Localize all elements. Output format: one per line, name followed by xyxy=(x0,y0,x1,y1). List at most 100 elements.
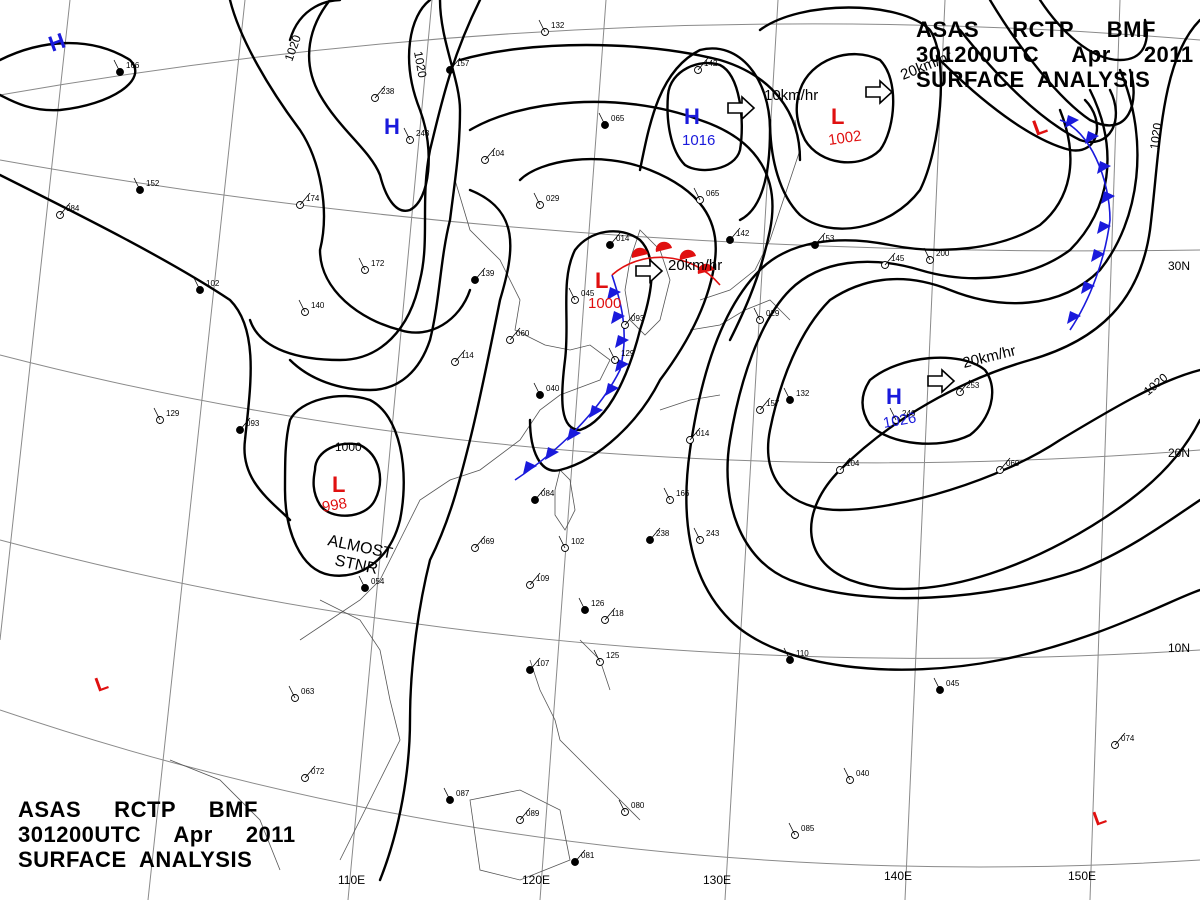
station-pressure: 074 xyxy=(1121,734,1135,743)
wind-barb xyxy=(578,597,586,611)
station-plot: 107 xyxy=(526,657,550,674)
station-pressure: 142 xyxy=(736,229,750,238)
station-plot: 104 xyxy=(481,147,505,164)
station-plot: 142 xyxy=(694,57,718,74)
station-pressure: 085 xyxy=(801,824,815,833)
station-plot: 065 xyxy=(693,187,720,204)
title-line-2: 301200UTC Apr 2011 xyxy=(18,822,296,847)
pressure-centers: H 1016 L 1002 L 1000 L 998 H 1026 H H L … xyxy=(45,28,1109,831)
wind-barb xyxy=(618,799,626,813)
station-pressure: 152 xyxy=(146,179,160,188)
station-pressure: 153 xyxy=(821,234,835,243)
parallel-0 xyxy=(0,709,1200,868)
isobar-h1016-ring xyxy=(666,61,743,172)
station-plot: 080 xyxy=(618,799,645,816)
station-pressure: 102 xyxy=(571,537,585,546)
station-pressure: 084 xyxy=(541,489,555,498)
wind-barb xyxy=(449,57,461,71)
isobar-central-1 xyxy=(288,0,462,392)
isobar-pacific-3 xyxy=(726,88,1200,600)
wind-barb xyxy=(609,232,621,246)
station-plot: 040 xyxy=(843,767,870,784)
title-block-bottom-left: ASAS RCTP BMF 301200UTC Apr 2011 SURFACE… xyxy=(18,797,296,872)
station-plot: 246 xyxy=(889,407,916,424)
title-line-3: SURFACE ANALYSIS xyxy=(916,67,1151,92)
station-plot: 172 xyxy=(358,257,385,274)
station-pressure: 081 xyxy=(581,851,595,860)
movement-arrow-h1016 xyxy=(727,95,756,121)
high-letter: H xyxy=(684,104,700,129)
wind-barb xyxy=(534,487,546,501)
cold-front-triangle xyxy=(589,405,603,418)
wind-barb xyxy=(474,267,486,281)
movement-arrow-frontal xyxy=(635,258,664,284)
cold-front-triangle xyxy=(1091,249,1105,262)
movement-arrows xyxy=(635,79,956,394)
title-line-3: SURFACE ANALYSIS xyxy=(18,847,253,872)
station-plot: 045 xyxy=(933,677,960,694)
station-pressure: 065 xyxy=(611,114,625,123)
station-pressure: 107 xyxy=(536,659,550,668)
isobar-sw-1020 xyxy=(378,188,512,882)
isobar-ne-low-2 xyxy=(958,28,1118,144)
wind-barb xyxy=(1114,732,1126,746)
wind-barb xyxy=(358,257,366,271)
wind-barb xyxy=(729,227,741,241)
cold-front-east xyxy=(1059,119,1111,331)
station-plot: 238 xyxy=(371,85,395,102)
isobar-central-2 xyxy=(248,0,482,362)
movement-label-1: 10km/hr xyxy=(764,87,818,104)
station-plot: 065 xyxy=(598,112,625,129)
station-plot: 129 xyxy=(153,407,180,424)
parallel-40n xyxy=(0,23,1200,96)
low-letter: L xyxy=(332,472,345,497)
station-plot: 093 xyxy=(621,312,645,329)
wind-barb xyxy=(403,127,411,141)
station-pressure: 132 xyxy=(796,389,810,398)
low-letter: L xyxy=(595,268,608,293)
station-plot: 081 xyxy=(571,849,595,866)
isobar-northeast-ring xyxy=(795,52,895,164)
station-plot: 084 xyxy=(531,487,555,504)
station-pressure: 129 xyxy=(621,349,635,358)
station-plot: 243 xyxy=(693,527,720,544)
wind-barb xyxy=(533,382,541,396)
station-plot: 157 xyxy=(446,57,470,74)
low-value: 998 xyxy=(321,495,349,516)
station-plot: 238 xyxy=(646,527,670,544)
station-pressure: 080 xyxy=(631,801,645,810)
station-pressure: 166 xyxy=(676,489,690,498)
station-plot: 102 xyxy=(558,535,585,552)
latitude-label-20n: 20N xyxy=(1168,446,1190,460)
station-plot: 040 xyxy=(533,382,560,399)
station-plot: 157 xyxy=(756,397,780,414)
station-pressure: 045 xyxy=(946,679,960,688)
station-plot: 166 xyxy=(113,59,140,76)
wind-barb xyxy=(299,192,311,206)
cold-front-triangle xyxy=(1101,191,1115,204)
station-pressure: 054 xyxy=(371,577,385,586)
cold-front-triangle xyxy=(611,311,625,324)
meridian-150e xyxy=(1089,0,1121,900)
wind-barb xyxy=(693,187,701,201)
station-pressure: 157 xyxy=(766,399,780,408)
station-pressure: 140 xyxy=(311,301,325,310)
station-plot: 089 xyxy=(516,807,540,824)
wind-barb xyxy=(304,765,316,779)
movement-label-3: 20km/hr xyxy=(668,257,722,274)
wind-barb xyxy=(574,849,586,863)
wind-barb xyxy=(814,232,826,246)
station-pressure: 084 xyxy=(66,204,80,213)
wind-barb xyxy=(759,397,771,411)
station-pressure: 243 xyxy=(416,129,430,138)
meridian-90e xyxy=(0,0,71,641)
wind-barb xyxy=(133,177,141,191)
high-letter: H xyxy=(886,384,902,409)
station-pressure: 060 xyxy=(1006,459,1020,468)
warm-front-main xyxy=(611,256,721,286)
coast-borneo xyxy=(469,789,571,881)
title-block-top-right: ASAS RCTP BMF 301200UTC Apr 2011 SURFACE… xyxy=(916,17,1194,92)
station-pressure: 093 xyxy=(631,314,645,323)
station-pressure: 157 xyxy=(456,59,470,68)
station-plot: 087 xyxy=(443,787,470,804)
